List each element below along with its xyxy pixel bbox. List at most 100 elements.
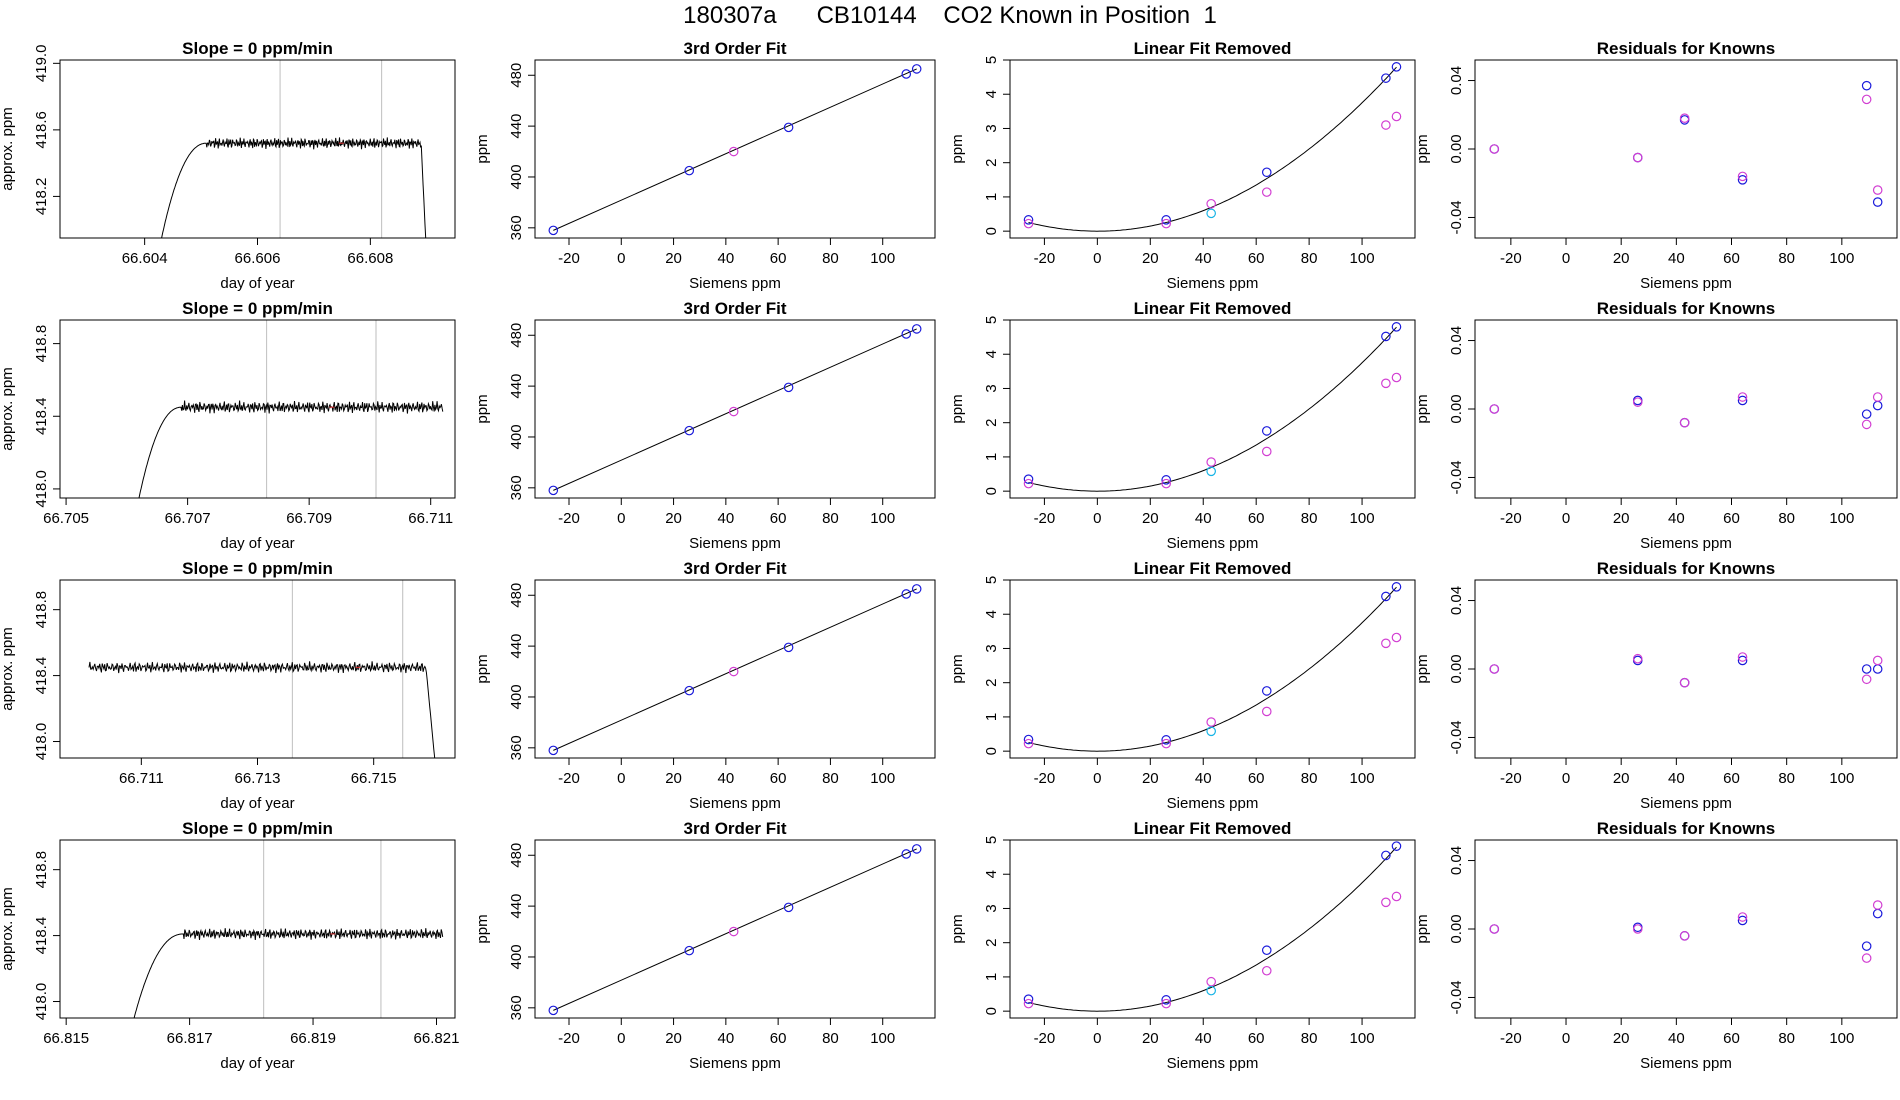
- panel-4-3-frame: [1009, 839, 1416, 1019]
- panel-2-3-data-point: [1161, 475, 1171, 485]
- panel-3-2-xtick-label: 0: [617, 770, 625, 787]
- panel-3-2-xlabel: Siemens ppm: [689, 795, 781, 812]
- panel-1-1-title: Slope = 0 ppm/min: [182, 39, 333, 58]
- panel-4-4-xtick-label: 40: [1668, 1030, 1685, 1047]
- panel-4-2-data-point: [911, 844, 922, 854]
- panel-2-3-data-point: [1161, 478, 1171, 489]
- panel-3-2-title: 3rd Order Fit: [684, 559, 787, 578]
- panel-4-1-ylabel: approx. ppm: [0, 887, 16, 970]
- panel-2-4-ytick-label: 0.00: [1448, 394, 1465, 423]
- panel-3-3-ytick-label: 2: [983, 679, 1000, 687]
- panel-2-2-frame: [534, 319, 936, 499]
- panel-4-1-xtick-label: 66.815: [43, 1030, 89, 1047]
- panel-3-3-title: Linear Fit Removed: [1134, 559, 1292, 578]
- panel-4-4-data-point: [1861, 941, 1872, 951]
- panel-4-1-xtick-label: 66.817: [167, 1030, 213, 1047]
- panel-1-4-data-point: [1861, 94, 1872, 105]
- panel-2-2-xtick-label: 100: [870, 510, 895, 527]
- panel-4-3-xlabel: Siemens ppm: [1167, 1055, 1259, 1072]
- panel-2-3-xtick-label: 0: [1093, 510, 1101, 527]
- panel-4-4-frame: [1474, 839, 1898, 1019]
- panel-3-4-data-point: [1872, 655, 1883, 666]
- panel-2-1-title: Slope = 0 ppm/min: [182, 299, 333, 318]
- panel-1-4-data-point: [1737, 171, 1748, 182]
- panel-2-3-data-point: [1261, 426, 1272, 436]
- panel-4-3-xtick-label: 40: [1195, 1030, 1212, 1047]
- panel-4-3-ytick-label: 5: [983, 836, 1000, 844]
- panel-2-3-data-point: [1023, 478, 1034, 489]
- panel-2-3-data-point: [1381, 378, 1391, 389]
- panel-3-1-title: Slope = 0 ppm/min: [182, 559, 333, 578]
- panel-1-4-data-point: [1872, 185, 1883, 195]
- panel-4-3-title: Linear Fit Removed: [1134, 819, 1292, 838]
- panel-1-2-title: 3rd Order Fit: [684, 39, 787, 58]
- panel-3-2-ytick-label: 400: [508, 684, 525, 709]
- panel-2-3-ytick-label: 3: [983, 384, 1000, 392]
- panel-4-4-data-point: [1489, 924, 1500, 934]
- panel-1-4-data-point: [1679, 113, 1690, 123]
- panel-3-1-xtick-label: 66.713: [235, 770, 281, 787]
- panel-3-4-data-point: [1679, 677, 1690, 688]
- panel-3-1-ytick-label: 418.8: [33, 591, 50, 629]
- panel-2-4-data-point: [1737, 392, 1748, 402]
- panel-1-2-xtick-label: 100: [870, 250, 895, 267]
- panel-4-4-data-point: [1737, 912, 1748, 922]
- panel-2-3-data-point: [1391, 322, 1402, 332]
- panel-3-3-data-point: [1261, 686, 1272, 696]
- panel-2-4-xtick-label: 20: [1613, 510, 1630, 527]
- panel-2-4-data-point: [1861, 419, 1872, 430]
- panel-1-2-ytick-label: 480: [508, 63, 525, 88]
- panel-2-3-xtick-label: -20: [1034, 510, 1056, 527]
- panel-3-3-ytick-label: 4: [983, 610, 1000, 618]
- panel-4-2-xtick-label: 80: [822, 1030, 839, 1047]
- panel-2-2-xtick-label: 0: [617, 510, 625, 527]
- panel-3-3-data-point: [1391, 632, 1402, 643]
- panel-2-4-ytick-label: -0.04: [1448, 460, 1465, 494]
- panel-4-2-data-point: [684, 945, 695, 956]
- panel-1-3-data-point: [1161, 215, 1171, 225]
- panel-1-1-ytick-label: 418.6: [33, 111, 50, 149]
- panel-1-2-data-point: [911, 64, 922, 74]
- panel-3-4-xtick-label: 20: [1613, 770, 1630, 787]
- panel-4-3-xtick-label: 100: [1350, 1030, 1375, 1047]
- panel-4-2-data-point: [548, 1005, 559, 1016]
- panel-1-3-data-point: [1206, 198, 1216, 209]
- panel-4-4-data-point: [1872, 900, 1883, 910]
- panel-3-2-xtick-label: 100: [870, 770, 895, 787]
- panel-1-1-xtick-label: 66.608: [347, 250, 393, 267]
- panel-3-2-data-point: [783, 642, 794, 653]
- panel-4-2-xlabel: Siemens ppm: [689, 1055, 781, 1072]
- panel-1-3-data-point: [1381, 120, 1391, 130]
- panel-1-3-ytick-label: 1: [983, 193, 1000, 201]
- panel-4-3-xtick-label: 80: [1301, 1030, 1318, 1047]
- panel-1-2-ylabel: ppm: [474, 134, 491, 163]
- panel-4-4-ytick-label: 0.00: [1448, 914, 1465, 943]
- panel-3-4-ylabel: ppm: [1414, 654, 1431, 683]
- panel-4-3-ytick-label: 2: [983, 939, 1000, 947]
- panel-1-1-ytick-label: 419.0: [33, 45, 50, 83]
- panel-3-4-ytick-label: 0.04: [1448, 586, 1465, 615]
- panel-3-2-data-point: [548, 745, 559, 756]
- panel-3-2-fit-line: [553, 588, 917, 751]
- panel-3-3-ytick-label: 3: [983, 644, 1000, 652]
- panel-4-4-data-point: [1872, 908, 1883, 919]
- panel-2-2-xtick-label: 20: [665, 510, 682, 527]
- panel-3-2-xtick-label: 60: [770, 770, 787, 787]
- panel-3-4-title: Residuals for Knowns: [1597, 559, 1776, 578]
- panel-4-1-ytick-label: 418.8: [33, 851, 50, 889]
- panel-4-2-data-point: [783, 902, 794, 913]
- panel-3-2-ytick-label: 440: [508, 634, 525, 659]
- panel-2-3-ytick-label: 1: [983, 453, 1000, 461]
- panel-3-3-xtick-label: 0: [1093, 770, 1101, 787]
- panel-1-4-data-point: [1632, 152, 1643, 163]
- panel-2-1-ytick-label: 418.4: [33, 397, 50, 435]
- panel-4-2-xtick-label: 40: [718, 1030, 735, 1047]
- panel-2-3-title: Linear Fit Removed: [1134, 299, 1292, 318]
- panel-4-3-ytick-label: 1: [983, 973, 1000, 981]
- panel-1-4-xtick-label: -20: [1500, 250, 1522, 267]
- panel-2-1-ytick-label: 418.8: [33, 325, 50, 363]
- panel-1-3-xtick-label: 40: [1195, 250, 1212, 267]
- panel-3-2-xtick-label: -20: [558, 770, 580, 787]
- panel-2-3-ytick-label: 0: [983, 487, 1000, 495]
- panel-2-4-data-point: [1679, 417, 1690, 428]
